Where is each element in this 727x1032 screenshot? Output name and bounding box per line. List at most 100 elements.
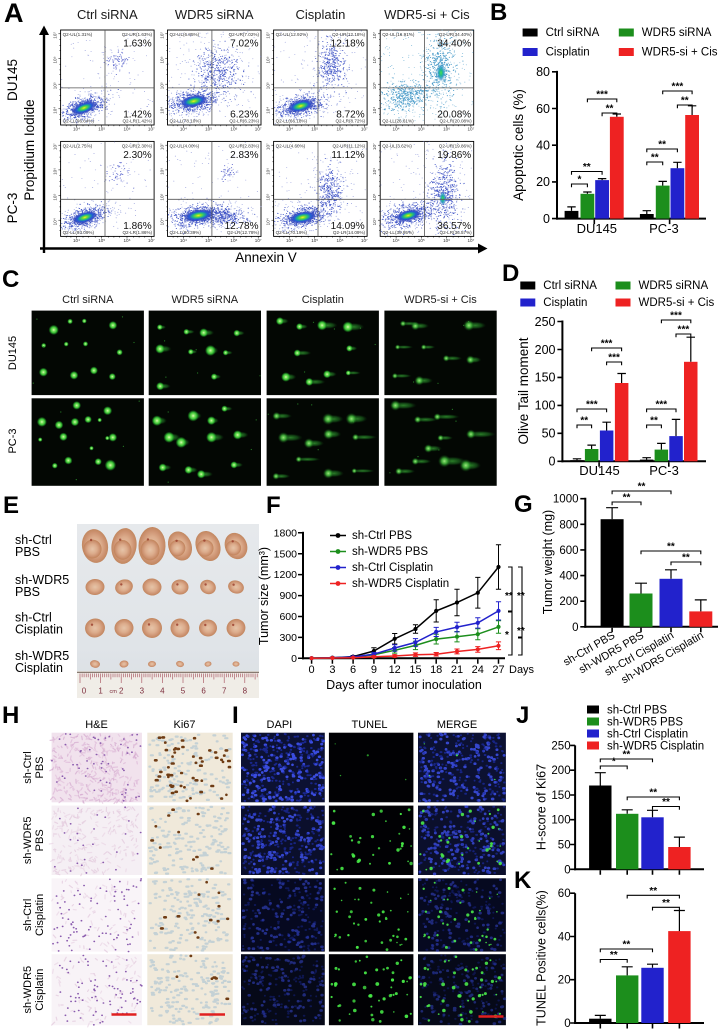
svg-text:Q2-LL(96.64%): Q2-LL(96.64%) (63, 119, 95, 124)
svg-text:***: *** (672, 82, 684, 93)
svg-text:Tumor weight (mg): Tumor weight (mg) (541, 510, 555, 614)
svg-text:WDR5-si + Cis: WDR5-si + Cis (404, 294, 477, 306)
svg-text:PBS: PBS (15, 545, 40, 559)
svg-text:DU145: DU145 (579, 463, 619, 478)
svg-text:10⁶: 10⁶ (230, 238, 237, 243)
svg-text:Q2-UR(2.30%): Q2-UR(2.30%) (122, 144, 153, 149)
svg-text:60: 60 (558, 888, 571, 900)
svg-text:sh-Ctrl PBS: sh-Ctrl PBS (607, 705, 667, 717)
svg-text:**: ** (623, 940, 631, 951)
svg-text:10⁵: 10⁵ (311, 238, 318, 243)
svg-text:TUNEL Positive cells(%): TUNEL Positive cells(%) (535, 890, 549, 1026)
svg-text:10⁶: 10⁶ (336, 127, 343, 132)
svg-text:0: 0 (291, 653, 297, 665)
svg-text:Q2-UL(2.75%): Q2-UL(2.75%) (63, 144, 93, 149)
svg-text:10⁶: 10⁶ (443, 238, 450, 243)
svg-text:***: *** (596, 90, 608, 101)
svg-text:10⁵: 10⁵ (266, 82, 271, 89)
svg-text:**: ** (662, 898, 670, 909)
svg-text:10⁵: 10⁵ (205, 127, 212, 132)
svg-text:**: ** (580, 416, 588, 427)
svg-text:250: 250 (551, 740, 570, 752)
svg-text:1200: 1200 (274, 569, 298, 581)
svg-text:Olive Tail moment: Olive Tail moment (516, 337, 531, 444)
svg-text:Days: Days (509, 664, 535, 676)
svg-text:Q2-UR(1.63%): Q2-UR(1.63%) (122, 32, 153, 37)
svg-text:0: 0 (572, 622, 578, 634)
svg-text:**: ** (682, 553, 690, 564)
svg-text:3: 3 (329, 664, 335, 676)
svg-text:Cisplatin: Cisplatin (295, 7, 345, 22)
svg-text:34.40%: 34.40% (437, 39, 471, 50)
svg-text:Ctrl siRNA: Ctrl siRNA (543, 280, 597, 292)
svg-text:**: ** (610, 950, 618, 961)
svg-text:Q2-LL(26.61%): Q2-LL(26.61%) (382, 119, 414, 124)
svg-text:WDR5 siRNA: WDR5 siRNA (171, 294, 238, 306)
svg-text:***: *** (601, 339, 613, 350)
svg-text:DU145: DU145 (7, 336, 19, 370)
svg-text:10⁵: 10⁵ (205, 238, 212, 243)
svg-text:WDR5-si + Cis: WDR5-si + Cis (642, 47, 718, 59)
svg-text:DU145: DU145 (577, 221, 617, 236)
svg-text:21: 21 (451, 664, 463, 676)
svg-text:10⁷: 10⁷ (372, 32, 377, 39)
svg-text:**: ** (517, 626, 525, 637)
svg-text:I: I (232, 702, 239, 729)
svg-text:10⁶: 10⁶ (372, 168, 377, 175)
svg-text:10⁴: 10⁴ (73, 127, 80, 132)
svg-text:Q2-LL(78.10%): Q2-LL(78.10%) (170, 119, 202, 124)
svg-text:Q2-UL(4.00%): Q2-UL(4.00%) (170, 144, 200, 149)
svg-text:10⁵: 10⁵ (311, 127, 318, 132)
svg-text:Q2-UL(12.92%): Q2-UL(12.92%) (276, 32, 309, 37)
svg-text:10⁴: 10⁴ (286, 127, 293, 132)
svg-text:0: 0 (564, 1018, 570, 1030)
svg-text:14.09%: 14.09% (331, 221, 365, 232)
svg-text:10⁶: 10⁶ (123, 238, 130, 243)
svg-text:6: 6 (350, 664, 356, 676)
svg-text:sh-WDR5: sh-WDR5 (15, 573, 69, 587)
svg-text:Cisplatin: Cisplatin (15, 661, 63, 675)
svg-text:27: 27 (492, 664, 504, 676)
svg-text:10⁴: 10⁴ (393, 238, 400, 243)
svg-text:10⁶: 10⁶ (53, 56, 58, 63)
svg-text:PBS: PBS (34, 829, 46, 851)
svg-text:3: 3 (140, 687, 145, 696)
svg-text:Q2-LL(66.18%): Q2-LL(66.18%) (276, 119, 308, 124)
svg-text:7: 7 (222, 687, 227, 696)
svg-text:600: 600 (279, 611, 297, 623)
svg-text:10⁵: 10⁵ (418, 127, 425, 132)
svg-text:***: *** (586, 400, 598, 411)
svg-text:**: ** (658, 140, 666, 151)
svg-text:10⁷: 10⁷ (160, 32, 165, 39)
svg-text:E: E (3, 492, 19, 519)
svg-text:***: *** (608, 353, 620, 364)
svg-text:Q2-LR(6.23%): Q2-LR(6.23%) (229, 119, 259, 124)
svg-text:10⁷: 10⁷ (255, 127, 262, 132)
svg-text:10⁵: 10⁵ (98, 127, 105, 132)
svg-text:cm: cm (110, 689, 118, 695)
svg-text:Propidium Iodide: Propidium Iodide (22, 99, 37, 200)
svg-text:sh-Ctrl: sh-Ctrl (15, 611, 52, 625)
svg-text:Q2-UR(19.86%): Q2-UR(19.86%) (439, 144, 472, 149)
svg-text:***: *** (678, 325, 690, 336)
svg-text:20: 20 (536, 175, 550, 189)
svg-text:0: 0 (564, 864, 570, 876)
svg-text:DU145: DU145 (5, 59, 20, 101)
svg-text:Q2-LR(12.78%): Q2-LR(12.78%) (227, 230, 260, 235)
svg-text:***: *** (655, 400, 667, 411)
svg-text:sh-WDR5: sh-WDR5 (22, 816, 34, 864)
svg-text:Tumor size (mm³): Tumor size (mm³) (257, 547, 271, 645)
svg-text:**: ** (649, 886, 657, 897)
svg-text:10⁶: 10⁶ (266, 168, 271, 175)
svg-text:1000: 1000 (553, 494, 579, 506)
svg-text:10⁵: 10⁵ (160, 82, 165, 89)
svg-text:Q2-LR(14.09%): Q2-LR(14.09%) (333, 230, 366, 235)
svg-text:0: 0 (549, 455, 556, 469)
svg-text:10⁴: 10⁴ (266, 218, 271, 225)
svg-text:WDR5 siRNA: WDR5 siRNA (642, 27, 712, 39)
svg-text:10⁵: 10⁵ (372, 193, 377, 200)
svg-text:**: ** (583, 162, 591, 173)
svg-text:4: 4 (160, 687, 165, 696)
svg-text:1.42%: 1.42% (123, 110, 151, 121)
svg-text:10⁷: 10⁷ (53, 143, 58, 150)
